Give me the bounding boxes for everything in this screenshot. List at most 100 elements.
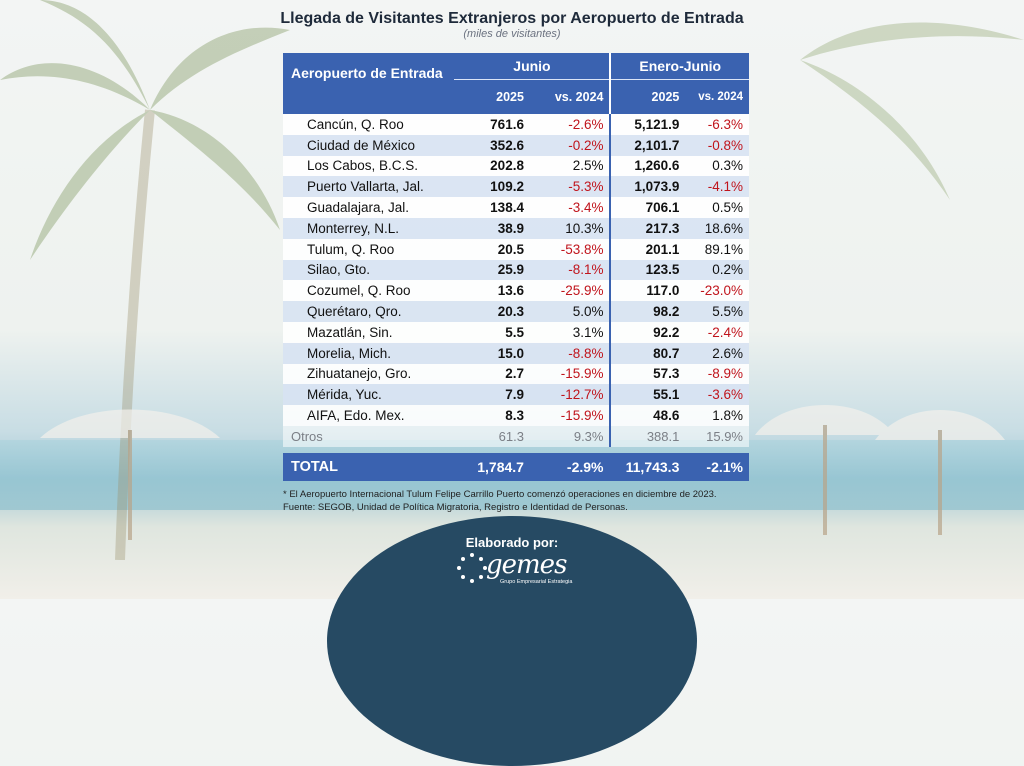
table-row: Mérida, Yuc. 7.9 -12.7% 55.1 -3.6% [283, 384, 749, 406]
cell-airport: Cozumel, Q. Roo [283, 280, 455, 302]
palm-tree-left-image [0, 0, 290, 560]
cell-airport: Cancún, Q. Roo [283, 114, 455, 135]
table-row: Cancún, Q. Roo 761.6 -2.6% 5,121.9 -6.3% [283, 114, 749, 135]
cell-ytd-vs2024: -4.1% [685, 176, 749, 198]
cell-june-2025: 15.0 [454, 342, 530, 364]
cell-june-vs2024: -2.9% [529, 452, 611, 481]
header-june-vs2024: vs. 2024 [529, 79, 611, 114]
cell-ytd-vs2024: -0.8% [685, 134, 749, 156]
cell-ytd-2025: 55.1 [609, 384, 686, 406]
cell-airport: Mazatlán, Sin. [283, 321, 455, 343]
header-airport: Aeropuerto de Entrada [283, 53, 455, 114]
logo-wordmark: gemes [486, 550, 567, 580]
cell-ytd-vs2024: 0.5% [685, 197, 749, 218]
cell-june-vs2024: 3.1% [529, 321, 611, 343]
cell-june-2025: 1,784.7 [454, 452, 530, 481]
table-row: Mazatlán, Sin. 5.5 3.1% 92.2 -2.4% [283, 321, 749, 343]
cell-airport: Los Cabos, B.C.S. [283, 155, 455, 177]
cell-ytd-2025: 201.1 [609, 238, 686, 260]
cell-airport: Puerto Vallarta, Jal. [283, 176, 455, 198]
beach-umbrella-right-image [755, 405, 1005, 535]
cell-ytd-vs2024: 89.1% [685, 238, 749, 260]
table-row: Morelia, Mich. 15.0 -8.8% 80.7 2.6% [283, 342, 749, 364]
footnotes: * El Aeropuerto Internacional Tulum Feli… [283, 489, 717, 514]
cell-airport: Zihuatanejo, Gro. [283, 363, 455, 385]
cell-june-vs2024: -8.1% [529, 259, 611, 281]
cell-airport: Silao, Gto. [283, 259, 455, 281]
cell-ytd-vs2024: -23.0% [685, 280, 749, 302]
cell-ytd-2025: 5,121.9 [609, 114, 686, 135]
cell-june-vs2024: -53.8% [529, 238, 611, 260]
cell-ytd-vs2024: -2.1% [685, 452, 749, 481]
visitors-table-container: Aeropuerto de Entrada Junio Enero-Junio … [283, 53, 749, 481]
cell-june-vs2024: -25.9% [529, 280, 611, 302]
beach-umbrella-left-image [40, 409, 220, 540]
cell-june-vs2024: -12.7% [529, 384, 611, 406]
cell-ytd-2025: 117.0 [609, 280, 686, 302]
cell-june-2025: 20.5 [454, 238, 530, 260]
cell-ytd-vs2024: 0.3% [685, 155, 749, 177]
cell-june-2025: 13.6 [454, 280, 530, 302]
cell-ytd-vs2024: -6.3% [685, 114, 749, 135]
table-row: Monterrey, N.L. 38.9 10.3% 217.3 18.6% [283, 217, 749, 239]
palm-tree-right-image [800, 22, 1024, 200]
table-row: AIFA, Edo. Mex. 8.3 -15.9% 48.6 1.8% [283, 405, 749, 426]
cell-ytd-vs2024: 15.9% [685, 425, 749, 447]
cell-june-vs2024: -0.2% [529, 134, 611, 156]
cell-ytd-2025: 388.1 [609, 425, 686, 447]
cell-ytd-2025: 92.2 [609, 321, 686, 343]
cell-june-vs2024: -15.9% [529, 363, 611, 385]
header-june: Junio [454, 53, 611, 80]
cell-ytd-2025: 1,073.9 [609, 176, 686, 198]
header-ytd: Enero-Junio [609, 53, 749, 80]
cell-ytd-2025: 80.7 [609, 342, 686, 364]
footnote-tulum: * El Aeropuerto Internacional Tulum Feli… [283, 489, 717, 500]
cell-airport: Mérida, Yuc. [283, 384, 455, 406]
cell-ytd-vs2024: -8.9% [685, 363, 749, 385]
cell-ytd-vs2024: 1.8% [685, 405, 749, 426]
table-row-total: TOTAL 1,784.7 -2.9% 11,743.3 -2.1% [283, 452, 749, 481]
cell-june-2025: 25.9 [454, 259, 530, 281]
cell-june-2025: 352.6 [454, 134, 530, 156]
cell-ytd-2025: 217.3 [609, 217, 686, 239]
table-row: Puerto Vallarta, Jal. 109.2 -5.3% 1,073.9 -4… [283, 176, 749, 198]
cell-june-2025: 109.2 [454, 176, 530, 198]
cell-june-vs2024: 10.3% [529, 217, 611, 239]
cell-ytd-2025: 48.6 [609, 405, 686, 426]
cell-ytd-2025: 57.3 [609, 363, 686, 385]
page-title: Llegada de Visitantes Extranjeros por Ae… [280, 10, 744, 27]
cell-airport: TOTAL [283, 452, 455, 481]
cell-ytd-vs2024: 0.2% [685, 259, 749, 281]
footer-label: Elaborado por: [465, 535, 559, 550]
cell-ytd-vs2024: -3.6% [685, 384, 749, 406]
table-body: Cancún, Q. Roo 761.6 -2.6% 5,121.9 -6.3% Ciud… [283, 114, 749, 481]
cell-airport: Monterrey, N.L. [283, 217, 455, 239]
table-row: Ciudad de México 352.6 -0.2% 2,101.7 -0.8% [283, 134, 749, 156]
cell-june-vs2024: -2.6% [529, 114, 611, 135]
table-row: Los Cabos, B.C.S. 202.8 2.5% 1,260.6 0.3% [283, 155, 749, 177]
cell-june-2025: 202.8 [454, 155, 530, 177]
table-row: Cozumel, Q. Roo 13.6 -25.9% 117.0 -23.0% [283, 280, 749, 302]
table-row: Guadalajara, Jal. 138.4 -3.4% 706.1 0.5% [283, 197, 749, 218]
cell-ytd-2025: 2,101.7 [609, 134, 686, 156]
table-row: Querétaro, Qro. 20.3 5.0% 98.2 5.5% [283, 301, 749, 322]
cell-june-2025: 5.5 [454, 321, 530, 343]
page-subtitle: (miles de visitantes) [463, 28, 561, 40]
cell-airport: Tulum, Q. Roo [283, 238, 455, 260]
table-row: Silao, Gto. 25.9 -8.1% 123.5 0.2% [283, 259, 749, 281]
cell-june-vs2024: -3.4% [529, 197, 611, 218]
cell-june-vs2024: -5.3% [529, 176, 611, 198]
cell-june-2025: 20.3 [454, 301, 530, 322]
cell-ytd-2025: 11,743.3 [609, 452, 686, 481]
cell-june-2025: 2.7 [454, 363, 530, 385]
cell-june-2025: 8.3 [454, 405, 530, 426]
cell-june-vs2024: -8.8% [529, 342, 611, 364]
cell-june-2025: 7.9 [454, 384, 530, 406]
cell-ytd-2025: 706.1 [609, 197, 686, 218]
gemes-logo: gemes Grupo Empresarial Estrategia [456, 550, 576, 592]
cell-june-2025: 138.4 [454, 197, 530, 218]
logo-dots-icon [457, 553, 487, 583]
cell-june-vs2024: 2.5% [529, 155, 611, 177]
cell-airport: Guadalajara, Jal. [283, 197, 455, 218]
cell-airport: AIFA, Edo. Mex. [283, 405, 455, 426]
